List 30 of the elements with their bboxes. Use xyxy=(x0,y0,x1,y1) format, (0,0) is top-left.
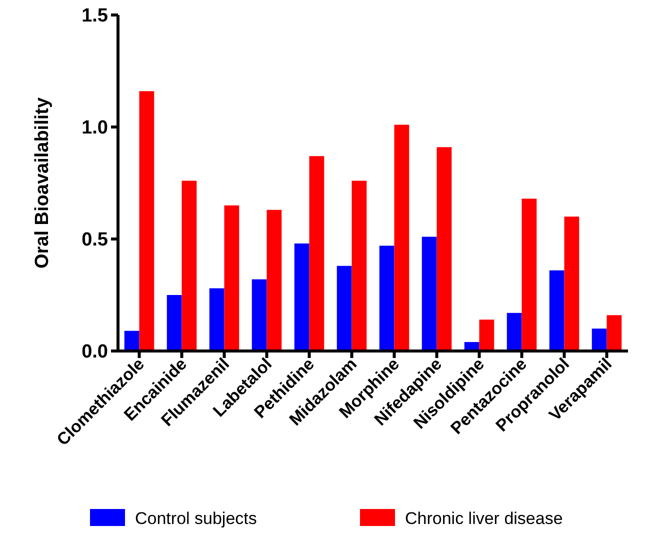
bar xyxy=(506,312,522,351)
y-tick-label: 0.0 xyxy=(82,342,108,363)
bar xyxy=(479,320,494,351)
bar xyxy=(124,330,140,351)
bar xyxy=(522,198,537,351)
bar xyxy=(422,236,437,351)
bar xyxy=(252,279,267,351)
bar xyxy=(166,295,182,351)
y-tick-label: 1.0 xyxy=(82,118,108,139)
bar xyxy=(564,216,580,351)
legend-label: Control subjects xyxy=(135,508,257,528)
legend-label: Chronic liver disease xyxy=(405,508,563,528)
bar xyxy=(266,210,282,351)
bar xyxy=(549,270,564,351)
bar xyxy=(606,315,622,351)
bar xyxy=(379,246,394,351)
bar xyxy=(336,266,352,351)
bar xyxy=(352,180,367,351)
y-tick-label: 0.5 xyxy=(82,230,108,251)
bar xyxy=(294,243,310,351)
bar xyxy=(592,328,607,351)
bar xyxy=(309,156,324,351)
bar xyxy=(209,288,224,351)
bar xyxy=(436,147,452,351)
bar xyxy=(224,205,240,351)
bar xyxy=(182,180,197,351)
y-tick-label: 1.5 xyxy=(82,6,108,27)
bar xyxy=(139,91,154,351)
bar xyxy=(394,124,410,351)
y-axis-title: Oral Bioavailability xyxy=(32,97,53,269)
